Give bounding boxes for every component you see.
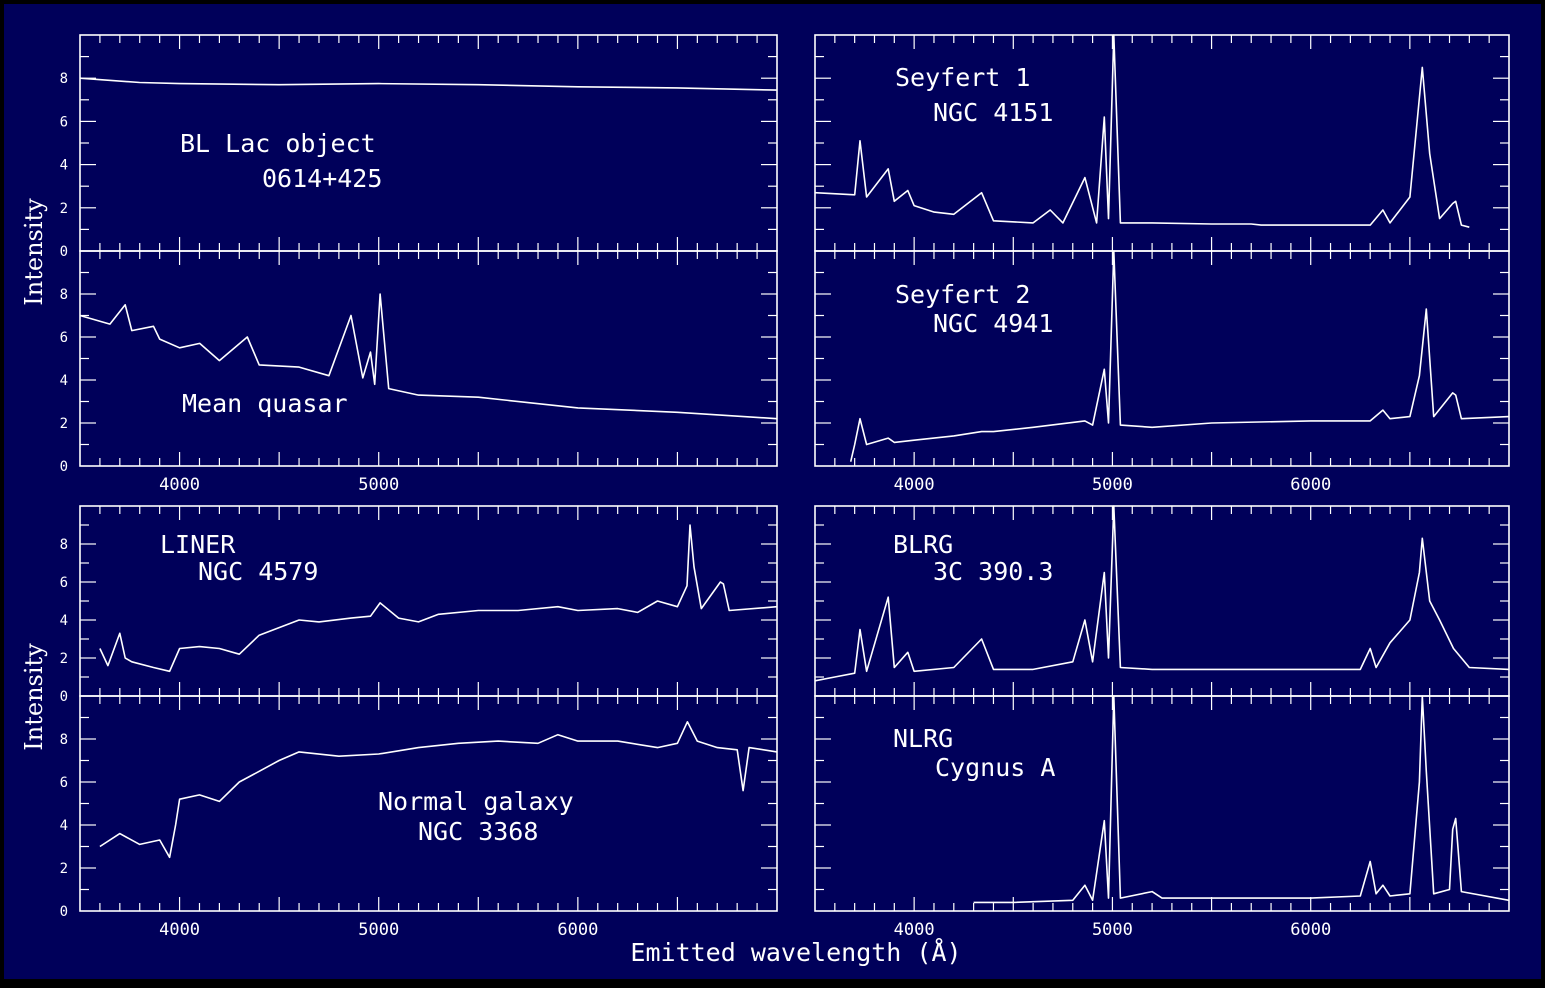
x-tick-label: 4000 [894,920,935,940]
object-name-label: NGC 4151 [933,98,1053,127]
object-name-label: NGC 4941 [933,309,1053,338]
object-name-label: NGC 3368 [418,817,538,846]
object-name-label: 0614+425 [262,164,382,193]
object-name-label: NGC 4579 [198,557,318,586]
spectrum-line [814,505,1510,682]
y-tick-label: 6 [60,114,68,130]
object-name-label: 3C 390.3 [933,557,1053,586]
object-class-label: BLRG [893,530,953,559]
spectrum-line [973,695,1510,904]
y-tick-label: 4 [60,158,68,174]
y-tick-label: 2 [60,861,68,877]
y-tick-label: 2 [60,416,68,432]
y-tick-label: 4 [60,613,68,629]
x-tick-label: 4000 [894,475,935,495]
y-tick-label: 6 [60,330,68,346]
x-tick-label: 4000 [159,920,200,940]
x-axis-label: Emitted wavelength (Å) [630,938,961,967]
x-tick-label: 6000 [1290,920,1331,940]
y-tick-label: 8 [60,287,68,303]
spectrum-line [99,720,778,859]
object-class-label: BL Lac object [180,129,376,158]
spectrum-line [79,293,778,420]
object-class-label: NLRG [893,724,953,753]
y-axis-label-bottom: Intensity [20,643,48,751]
figure-panel [4,4,1541,979]
y-axis-label-top: Intensity [20,198,48,306]
spectrum-line [99,524,778,673]
y-tick-label: 6 [60,575,68,591]
y-tick-label: 0 [60,689,68,705]
object-class-label: Normal galaxy [378,787,574,816]
object-class-label: Seyfert 2 [895,280,1030,309]
object-class-label: Mean quasar [182,389,348,418]
spectrum-panel-1: 0 2 4 6 8 BL Lac object 0614+425 [60,34,778,260]
y-tick-label: 8 [60,732,68,748]
spectrum-line [849,250,1510,462]
x-tick-label: 4000 [159,475,200,495]
object-name-label: Cygnus A [935,753,1055,782]
y-tick-label: 6 [60,775,68,791]
y-tick-label: 0 [60,244,68,260]
y-tick-label: 8 [60,537,68,553]
object-class-label: LINER [160,530,236,559]
y-tick-label: 2 [60,201,68,217]
spectrum-panel-2: 0 2 4 6 8 4000 5000 Mean quasar [60,250,778,495]
spectrum-line [814,34,1470,228]
y-tick-label: 0 [60,459,68,475]
spectrum-line [79,77,778,91]
y-tick-label: 8 [60,71,68,87]
y-tick-label: 0 [60,904,68,920]
x-tick-label: 5000 [1092,475,1133,495]
y-tick-label: 2 [60,651,68,667]
y-tick-label: 4 [60,818,68,834]
x-tick-label: 5000 [358,920,399,940]
x-tick-label: 6000 [1290,475,1331,495]
spectra-panels: 0 2 4 6 8 BL Lac object 0614+425 0 2 4 6 8 4000 5000 M… [60,34,1510,940]
object-class-label: Seyfert 1 [895,63,1030,92]
x-tick-label: 5000 [358,475,399,495]
x-tick-label: 5000 [1092,920,1133,940]
x-tick-label: 6000 [557,920,598,940]
y-tick-label: 4 [60,373,68,389]
